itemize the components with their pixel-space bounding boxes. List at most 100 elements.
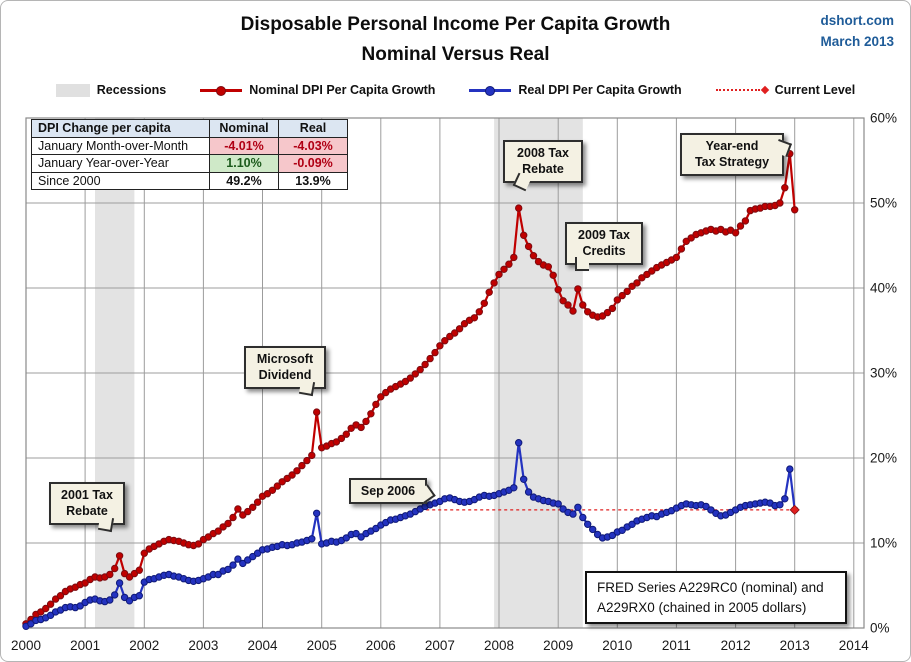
nominal-data-point (455, 325, 464, 333)
nominal-data-point (377, 393, 385, 401)
nominal-data-point (436, 342, 444, 350)
nominal-data-point (505, 260, 513, 268)
x-axis-label: 2014 (839, 638, 870, 653)
real-data-point (628, 520, 636, 528)
real-data-point (253, 549, 262, 557)
legend-item-recessions: Recessions (55, 83, 167, 97)
table-row: January Month-over-Month -4.01% -4.03% (31, 136, 348, 155)
row-label: January Month-over-Month (31, 136, 210, 155)
real-data-point (584, 520, 592, 528)
table-header-real: Real (278, 119, 348, 138)
current-level-diamond (789, 504, 800, 515)
nominal-data-point (81, 579, 89, 587)
annotation-2009-tax-credits: 2009 Tax Credits (565, 222, 643, 271)
x-axis-label: 2012 (721, 638, 751, 653)
real-data-point (589, 525, 597, 534)
nominal-data-point (51, 595, 60, 603)
real-data-point (120, 593, 129, 602)
nominal-data-point (204, 533, 213, 541)
nominal-data-point (608, 304, 617, 313)
y-axis-label: 40% (870, 281, 897, 296)
real-data-point (702, 502, 710, 511)
nominal-data-point (214, 527, 222, 535)
nominal-data-point (741, 217, 750, 225)
nominal-data-point (288, 471, 296, 479)
nominal-data-point (362, 417, 370, 426)
nominal-data-point (475, 308, 483, 316)
legend-item-real: Real DPI Per Capita Growth (469, 83, 682, 97)
table-header-metric: DPI Change per capita (31, 119, 210, 138)
nominal-data-point (347, 424, 355, 432)
nominal-data-point (194, 540, 203, 548)
annotation-sep-2006: Sep 2006 (349, 478, 436, 505)
nominal-data-point (411, 370, 419, 378)
nominal-data-point (495, 270, 503, 279)
nominal-data-point (628, 282, 636, 290)
real-data-point (342, 534, 350, 542)
table-row: January Year-over-Year 1.10% -0.09% (31, 154, 348, 173)
current-level-swatch-icon (715, 85, 769, 95)
x-axis-label: 2002 (129, 638, 159, 653)
nominal-data-point (249, 503, 257, 511)
real-data-point (308, 535, 316, 543)
nominal-data-point (633, 279, 641, 287)
real-data-point (781, 495, 789, 503)
nominal-data-point (534, 257, 543, 266)
nominal-data-point (643, 270, 651, 279)
nominal-data-point (736, 222, 745, 230)
nominal-data-point (559, 297, 567, 305)
legend-label: Recessions (96, 83, 167, 97)
annotation-year-end-tax-strategy: Year-end Tax Strategy (680, 133, 792, 176)
nominal-data-point (263, 490, 272, 498)
nominal-data-point (791, 206, 799, 214)
nominal-data-point (569, 307, 577, 315)
nominal-data-point (219, 523, 227, 531)
x-axis-label: 2013 (780, 638, 810, 653)
nominal-data-point (303, 456, 311, 465)
legend-label: Real DPI Per Capita Growth (518, 83, 682, 97)
real-data-point (244, 556, 252, 564)
nominal-data-point (574, 285, 582, 293)
y-axis-label: 60% (870, 111, 897, 126)
nominal-data-point (544, 263, 552, 271)
x-axis-label: 2007 (425, 638, 455, 653)
nominal-data-point (446, 332, 454, 341)
y-axis-label: 50% (870, 196, 897, 211)
nominal-data-point (313, 408, 321, 416)
nominal-data-point (416, 365, 424, 374)
real-data-point (524, 488, 533, 496)
x-axis-label: 2010 (602, 638, 632, 653)
real-data-point (559, 505, 567, 513)
nominal-data-point (382, 388, 390, 397)
page-subtitle: Nominal Versus Real (361, 44, 550, 65)
nominal-data-point (554, 286, 562, 294)
nominal-data-point (470, 314, 479, 322)
nominal-data-point (56, 592, 65, 600)
real-data-point (372, 524, 380, 533)
nominal-data-point (253, 498, 262, 506)
y-axis-label: 10% (870, 536, 897, 551)
nominal-data-point (460, 320, 469, 328)
real-data-point (574, 503, 582, 511)
nominal-data-point (451, 329, 459, 337)
y-axis-label: 0% (870, 621, 890, 636)
page-title: Disposable Personal Income Per Capita Gr… (240, 14, 671, 35)
nominal-data-point (421, 360, 429, 369)
nominal-data-point (367, 410, 375, 418)
nominal-data-point (135, 566, 144, 574)
dpi-change-table: DPI Change per capita Nominal Real Janua… (31, 119, 348, 190)
credit-block: dshort.com March 2013 (820, 11, 894, 53)
credit-site: dshort.com (820, 13, 894, 28)
nominal-data-point (130, 569, 139, 578)
real-mom-value: -4.03% (278, 136, 348, 155)
nominal-data-point (500, 265, 508, 273)
nominal-data-point (687, 234, 695, 242)
x-axis-label: 2011 (662, 638, 691, 653)
nominal-data-point (648, 267, 656, 275)
nominal-since-2000-value: 49.2% (209, 171, 279, 190)
real-data-point (115, 579, 124, 587)
real-since-2000-value: 13.9% (278, 171, 348, 190)
real-data-point (46, 611, 55, 619)
real-data-point (554, 500, 562, 508)
